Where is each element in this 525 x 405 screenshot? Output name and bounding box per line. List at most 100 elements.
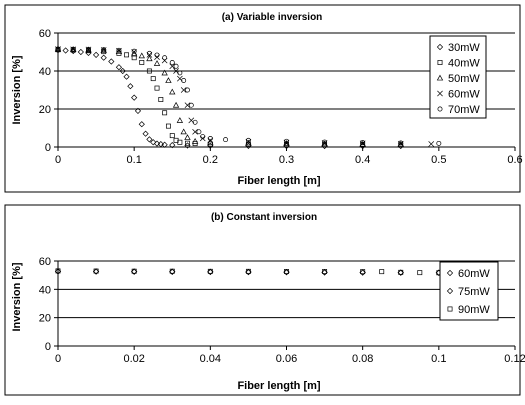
data-point bbox=[131, 268, 137, 274]
data-point bbox=[322, 269, 328, 274]
data-point bbox=[157, 141, 164, 148]
data-point bbox=[86, 46, 91, 52]
legend-label-40mW: 40mW bbox=[448, 58, 480, 70]
data-point bbox=[100, 54, 107, 61]
data-point bbox=[70, 46, 76, 52]
data-point bbox=[398, 140, 404, 146]
x-tick-label: 0.2 bbox=[203, 154, 218, 166]
data-point bbox=[153, 140, 161, 147]
series-90mW bbox=[55, 268, 442, 276]
data-point bbox=[165, 77, 172, 83]
data-point bbox=[119, 67, 126, 75]
data-point bbox=[180, 87, 187, 93]
data-point bbox=[169, 133, 175, 139]
data-point bbox=[131, 268, 138, 275]
legend-label-60mW: 60mW bbox=[448, 89, 480, 101]
data-point bbox=[417, 270, 423, 276]
x-tick-label: 0.5 bbox=[431, 154, 446, 166]
data-point bbox=[207, 268, 213, 274]
data-point bbox=[108, 58, 115, 65]
data-point bbox=[180, 128, 187, 135]
data-point bbox=[245, 137, 251, 143]
data-point bbox=[92, 51, 100, 58]
data-point bbox=[169, 63, 176, 70]
data-point bbox=[188, 102, 194, 108]
data-point bbox=[131, 94, 138, 101]
legend-label-90mW: 90mW bbox=[458, 304, 490, 316]
data-point bbox=[158, 97, 164, 102]
data-point bbox=[146, 52, 153, 58]
data-point bbox=[101, 47, 107, 53]
x-tick-label: 0.1 bbox=[431, 353, 446, 365]
panel-b-legend: 60mW 75mW 90mW bbox=[439, 261, 499, 321]
data-point bbox=[77, 48, 84, 56]
data-point bbox=[207, 135, 213, 141]
data-point bbox=[176, 117, 184, 123]
data-point bbox=[169, 268, 176, 275]
data-point bbox=[162, 55, 168, 61]
data-point bbox=[359, 269, 366, 276]
data-point bbox=[207, 142, 214, 149]
data-point bbox=[360, 140, 366, 146]
data-point bbox=[177, 139, 183, 145]
data-point bbox=[161, 141, 168, 148]
data-point bbox=[428, 141, 435, 147]
panel-b-plot: 0 20 40 60 0 0.02 0.04 0.06 0.08 0.1 0.12 bbox=[39, 256, 525, 365]
panel-a-legend: 30mW 40mW 50mW 60mW 70mW bbox=[429, 35, 487, 119]
data-point bbox=[131, 48, 137, 54]
data-point bbox=[223, 137, 229, 143]
legend-marker-40mW bbox=[437, 60, 443, 65]
data-point bbox=[192, 119, 198, 125]
data-point bbox=[165, 123, 171, 129]
legend-label-75mW: 75mW bbox=[458, 286, 490, 298]
data-point bbox=[123, 73, 130, 80]
panel-b-legend-box bbox=[439, 261, 499, 321]
data-point bbox=[55, 46, 61, 52]
data-point bbox=[150, 139, 157, 146]
panel-a-xlabel: Fiber length [m] bbox=[237, 175, 320, 187]
panel-a-legend-items: 30mW 40mW 50mW 60mW 70mW bbox=[436, 42, 480, 116]
data-point bbox=[191, 137, 199, 144]
y-tick-label: 0 bbox=[45, 142, 51, 154]
data-point bbox=[196, 129, 202, 135]
panel-b-title: (b) Constant inversion bbox=[211, 212, 317, 223]
legend-marker-60mW bbox=[437, 90, 443, 97]
data-point bbox=[173, 63, 179, 69]
y-tick-label: 0 bbox=[45, 341, 51, 353]
data-point bbox=[436, 140, 442, 146]
data-point bbox=[245, 268, 252, 276]
panel-a-title: (a) Variable inversion bbox=[222, 12, 323, 23]
legend-marker-50mW bbox=[436, 74, 444, 81]
panel-b-frame bbox=[4, 204, 521, 396]
x-tick-label: 0.1 bbox=[127, 154, 142, 166]
data-point bbox=[138, 52, 145, 59]
data-point bbox=[359, 140, 366, 147]
data-point bbox=[54, 268, 62, 275]
panel-b-legend-items: 60mW 75mW 90mW bbox=[446, 268, 490, 316]
data-point bbox=[154, 52, 160, 58]
data-point bbox=[398, 269, 404, 275]
data-point bbox=[154, 85, 160, 91]
x-tick-label: 0.06 bbox=[276, 353, 297, 365]
data-point bbox=[284, 269, 289, 274]
data-point bbox=[124, 52, 129, 58]
legend-marker-60mW bbox=[446, 269, 454, 277]
data-point bbox=[245, 268, 251, 274]
data-point bbox=[162, 110, 168, 116]
legend-label-50mW: 50mW bbox=[448, 73, 480, 85]
data-point bbox=[184, 102, 191, 109]
data-point bbox=[169, 60, 175, 65]
data-point bbox=[322, 139, 328, 145]
legend-label-70mW: 70mW bbox=[448, 104, 480, 116]
data-point bbox=[150, 76, 156, 82]
data-point bbox=[169, 142, 176, 149]
panel-b-xlabel: Fiber length [m] bbox=[237, 380, 320, 392]
data-point bbox=[185, 140, 190, 146]
x-tick-label: 0.3 bbox=[279, 154, 294, 166]
data-point bbox=[200, 134, 206, 139]
x-tick-label: 0 bbox=[55, 353, 61, 365]
x-tick-label: 0 bbox=[55, 154, 61, 166]
x-tick-label: 0.04 bbox=[200, 353, 221, 365]
data-point bbox=[184, 134, 191, 140]
